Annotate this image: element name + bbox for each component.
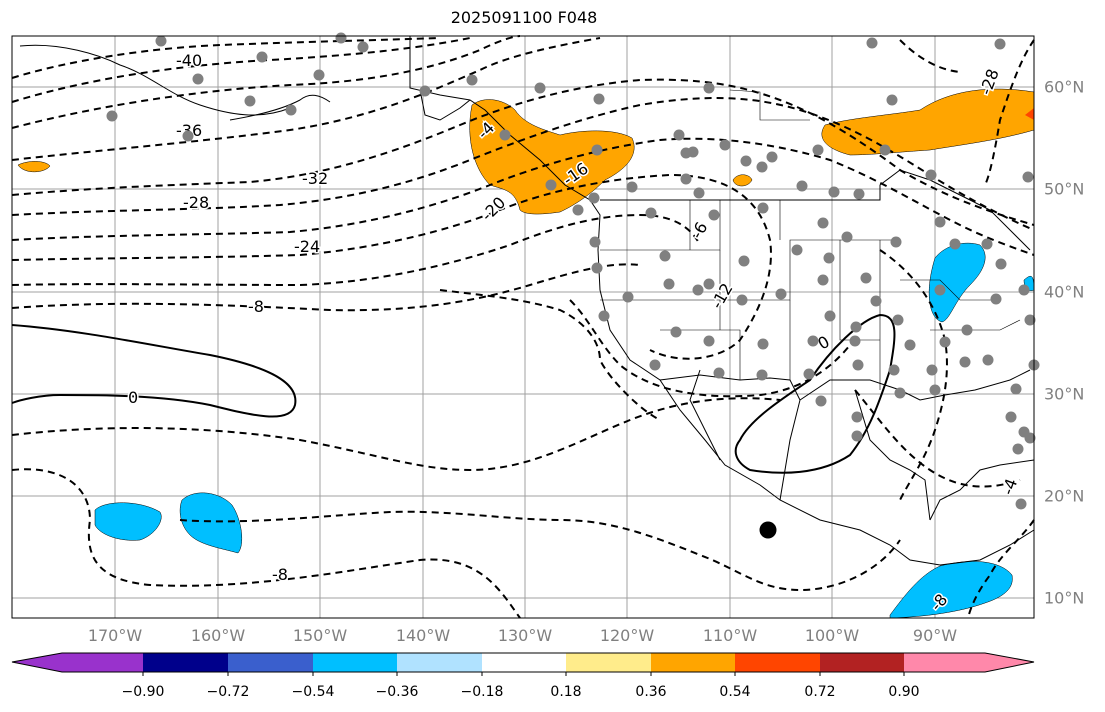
station-dots (106, 32, 1040, 510)
latitude-label: 10°N (1044, 588, 1085, 608)
graticule (12, 36, 1034, 618)
colorbar-tick-label: −0.72 (206, 684, 250, 700)
longitude-label: 140°W (395, 626, 451, 645)
contour-label: 0 (128, 388, 138, 407)
storm-center-marker (759, 521, 777, 539)
colorbar-tick-label: −0.90 (121, 684, 165, 700)
longitude-label: 150°W (292, 626, 348, 645)
latitude-label: 30°N (1044, 384, 1085, 404)
contour-label: -28 (183, 193, 209, 212)
latitude-label: 60°N (1044, 77, 1085, 97)
colorbar-tick-label: 0.72 (804, 684, 836, 700)
orange-region-pacific-nw (469, 99, 635, 215)
latitude-label: 40°N (1044, 282, 1085, 302)
latitude-label: 50°N (1044, 179, 1085, 199)
colorbar-tick-label: 0.90 (888, 684, 920, 700)
dashed-contours (11, 35, 1035, 619)
negative-shading (94, 242, 1035, 619)
longitude-label: 100°W (804, 626, 860, 645)
colorbar-tick-label: 0.18 (550, 684, 582, 700)
latitude-label: 20°N (1044, 486, 1085, 506)
positive-shading (17, 88, 1035, 215)
red-region-canada (1025, 108, 1034, 120)
colorbar-tick-label: 0.54 (719, 684, 751, 700)
colorbar-tick-label: −0.18 (460, 684, 504, 700)
orange-region-canada (821, 88, 1035, 156)
longitude-label: 110°W (702, 626, 758, 645)
colorbar-extend-low (12, 653, 143, 672)
colorbar (11, 652, 1035, 676)
longitude-label: 120°W (599, 626, 655, 645)
longitude-label: 160°W (190, 626, 246, 645)
colorbar-tick-label: −0.54 (291, 684, 335, 700)
contour-label: -8 (272, 565, 288, 584)
contour-label: -32 (302, 169, 328, 188)
contour-label: -36 (176, 121, 202, 140)
blue-region-hawaii-east (179, 492, 243, 554)
orange-region-bering (17, 161, 51, 173)
contour-label: -40 (176, 51, 202, 70)
orange-region-small (732, 174, 753, 187)
contour-label: -24 (294, 237, 320, 256)
longitude-label: 130°W (497, 626, 553, 645)
colorbar-tick-label: −0.36 (375, 684, 419, 700)
longitude-label: 90°W (912, 626, 958, 645)
blue-region-central-america (889, 561, 1013, 619)
blue-region-great-lakes (928, 242, 986, 323)
contour-label: -8 (248, 297, 264, 316)
colorbar-tick-label: 0.36 (635, 684, 667, 700)
zero-contour-pacific (11, 324, 297, 418)
colorbar-extend-high (904, 653, 1034, 672)
blue-region-hawaii-west (94, 502, 162, 541)
map-frame (11, 35, 1035, 619)
longitude-label: 170°W (87, 626, 143, 645)
map-title: 2025091100 F048 (450, 8, 598, 27)
